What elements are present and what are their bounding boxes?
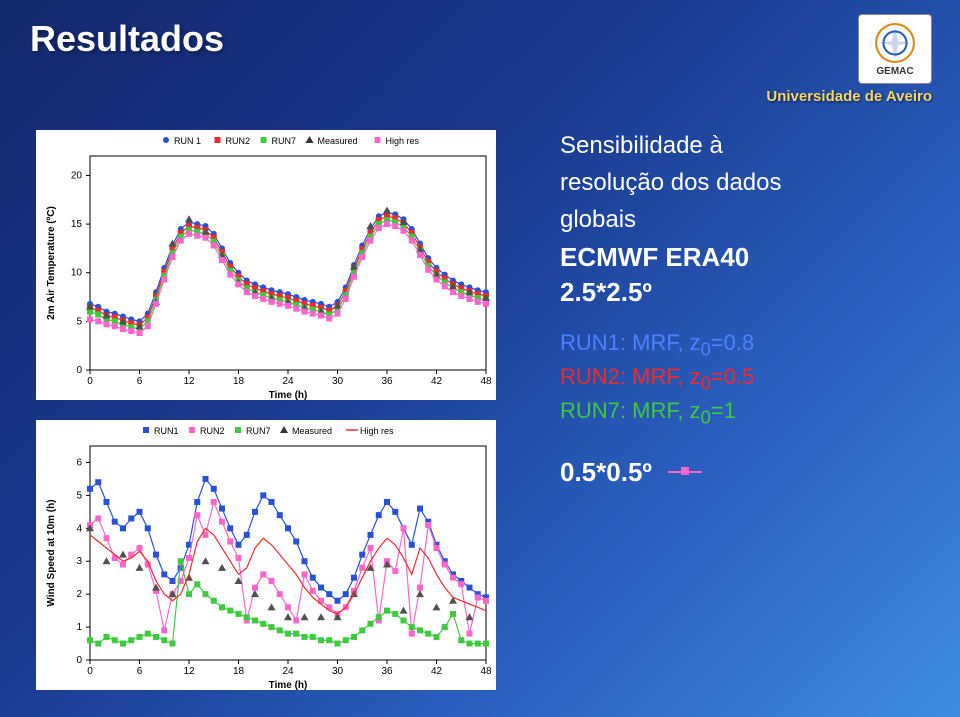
svg-text:20: 20: [71, 170, 83, 181]
page-title: Resultados: [30, 18, 224, 60]
svg-text:Measured: Measured: [292, 426, 332, 436]
svg-text:1: 1: [76, 622, 82, 633]
svg-text:12: 12: [183, 666, 195, 677]
svg-text:3: 3: [76, 556, 82, 567]
svg-text:RUN2: RUN2: [200, 426, 225, 436]
chart-temperature: 0 6 12 18 24 30 36 42 48 0 5 10 15 20 2m Air Temperatu…: [36, 130, 496, 400]
svg-text:24: 24: [282, 666, 294, 677]
svg-text:30: 30: [332, 376, 344, 387]
svg-text:48: 48: [480, 376, 492, 387]
university-label: Universidade de Aveiro: [766, 88, 932, 105]
svg-text:High res: High res: [386, 136, 420, 146]
svg-text:Time (h): Time (h): [269, 680, 308, 690]
side-line2: resolução dos dados: [560, 167, 940, 198]
svg-text:18: 18: [233, 376, 245, 387]
svg-text:High res: High res: [360, 426, 394, 436]
svg-text:6: 6: [76, 457, 82, 468]
svg-text:Time (h): Time (h): [269, 390, 308, 400]
svg-text:18: 18: [233, 666, 245, 677]
svg-text:2m Air Temperature (ºC): 2m Air Temperature (ºC): [46, 206, 57, 320]
svg-text:0: 0: [76, 365, 82, 376]
logo-icon: [874, 22, 916, 64]
svg-text:RUN 1: RUN 1: [174, 136, 201, 146]
side-panel: Sensibilidade à resolução dos dados glob…: [560, 130, 940, 488]
svg-text:4: 4: [76, 523, 82, 534]
svg-text:5: 5: [76, 490, 82, 501]
svg-text:48: 48: [480, 666, 492, 677]
svg-text:0: 0: [87, 376, 93, 387]
side-deg: 2.5*2.5º: [560, 277, 940, 308]
svg-text:30: 30: [332, 666, 344, 677]
svg-text:42: 42: [431, 666, 443, 677]
svg-text:RUN7: RUN7: [272, 136, 297, 146]
svg-text:6: 6: [137, 376, 143, 387]
svg-text:42: 42: [431, 376, 443, 387]
slide: Resultados GEMAC Universidade de Aveiro …: [0, 0, 960, 717]
svg-text:RUN1: RUN1: [154, 426, 179, 436]
svg-text:5: 5: [76, 316, 82, 327]
svg-text:RUN2: RUN2: [226, 136, 251, 146]
logo: GEMAC: [858, 14, 932, 84]
highres-deg: 0.5*0.5º: [560, 457, 652, 488]
svg-text:36: 36: [381, 666, 393, 677]
svg-text:36: 36: [381, 376, 393, 387]
svg-text:0: 0: [76, 655, 82, 666]
svg-text:24: 24: [282, 376, 294, 387]
side-line1: Sensibilidade à: [560, 130, 940, 161]
svg-text:6: 6: [137, 666, 143, 677]
run2-line: RUN2: MRF, z0=0.5: [560, 364, 940, 394]
svg-text:12: 12: [183, 376, 195, 387]
highres-line: 0.5*0.5º: [560, 457, 940, 488]
side-era: ECMWF ERA40: [560, 242, 940, 273]
logo-text: GEMAC: [876, 66, 913, 77]
svg-text:15: 15: [71, 219, 83, 230]
run1-line: RUN1: MRF, z0=0.8: [560, 330, 940, 360]
svg-text:Wind Speed at 10m (h): Wind Speed at 10m (h): [46, 499, 57, 606]
svg-text:Measured: Measured: [318, 136, 358, 146]
svg-text:2: 2: [76, 589, 82, 600]
svg-text:10: 10: [71, 268, 83, 279]
side-line3: globais: [560, 204, 940, 235]
highres-marker-icon: [668, 471, 702, 473]
svg-text:RUN7: RUN7: [246, 426, 271, 436]
run7-line: RUN7: MRF, z0=1: [560, 398, 940, 428]
svg-text:0: 0: [87, 666, 93, 677]
chart-wind: 06121824303642480123456Wind Speed at 10m…: [36, 420, 496, 690]
